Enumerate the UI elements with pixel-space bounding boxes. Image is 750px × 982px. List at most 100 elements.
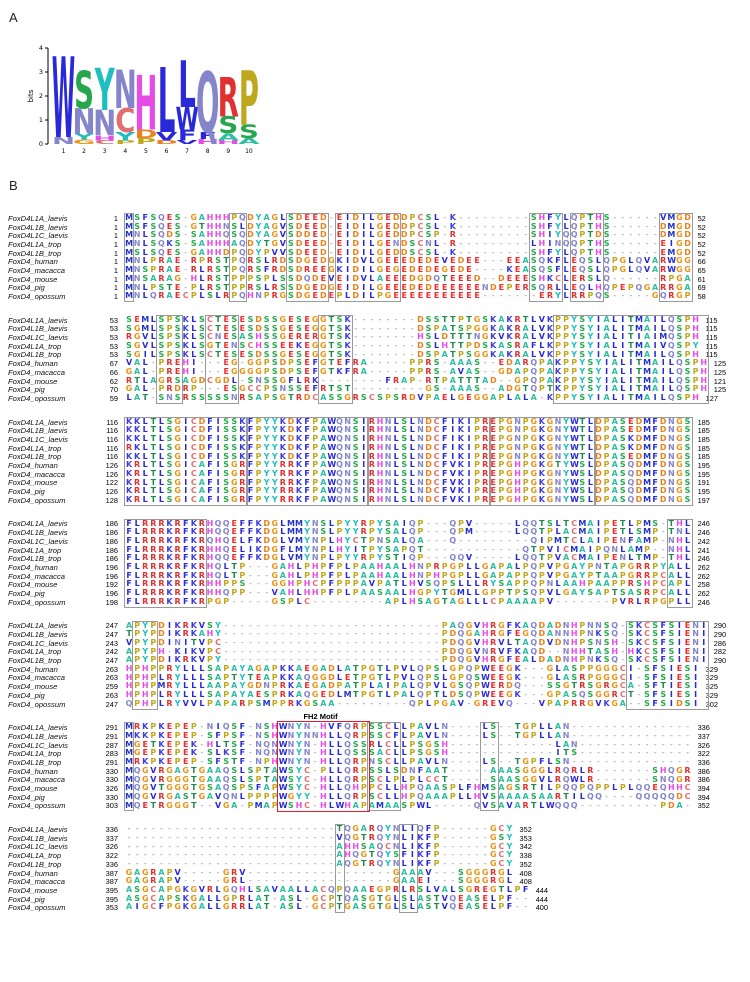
residue: M <box>634 340 643 350</box>
residue: L <box>158 425 164 435</box>
residue: - <box>508 239 511 249</box>
residue: P <box>223 681 230 691</box>
residue: H <box>125 690 133 699</box>
residue: L <box>612 340 618 350</box>
residue: A <box>506 774 513 784</box>
residue: - <box>621 629 625 639</box>
residue: P <box>522 562 529 572</box>
sequence-name: FoxD4L1B_trop <box>8 757 62 767</box>
residue: F <box>239 731 246 741</box>
residue: R <box>482 486 489 496</box>
residue: P <box>546 698 553 708</box>
residue: G <box>174 494 181 504</box>
residue: Q <box>578 282 586 292</box>
residue: N <box>255 757 262 767</box>
residue: L <box>150 340 156 350</box>
residue: L <box>191 314 197 324</box>
residue: P <box>255 765 262 775</box>
residue: L <box>239 876 245 886</box>
residue: - <box>362 876 366 886</box>
residue: - <box>475 765 479 775</box>
residue: L <box>393 425 399 435</box>
residue: - <box>354 867 358 877</box>
residue: H <box>319 739 327 749</box>
residue: - <box>168 824 171 834</box>
residue: Y <box>377 553 383 563</box>
residue: T <box>150 800 157 810</box>
residue: H <box>376 570 384 580</box>
residue: P <box>692 358 699 368</box>
residue: P <box>336 588 343 598</box>
residue: S <box>684 494 691 504</box>
residue: N <box>287 757 295 767</box>
residue: A <box>546 367 554 376</box>
residue: S <box>368 748 375 758</box>
residue: P <box>563 323 570 333</box>
residue: S <box>401 800 408 810</box>
residue: G <box>230 477 238 487</box>
residue: A <box>684 282 691 292</box>
residue: I <box>702 620 706 630</box>
residue: L <box>328 800 334 810</box>
alignment-row: FoxD4_pig 126 K R L T L S G I C A F I S G R F P Y Y R R K F P A W Q N… <box>8 486 748 497</box>
sequence-name: FoxD4_macacca <box>8 571 65 581</box>
residue: - <box>257 824 260 834</box>
residue: Y <box>344 553 351 563</box>
residue: I <box>669 681 673 691</box>
residue: - <box>443 247 447 257</box>
residue: E <box>174 282 181 292</box>
residue: R <box>166 690 173 699</box>
residue: S <box>490 791 497 801</box>
residue: - <box>370 637 374 647</box>
sequence-name: FoxD4_mouse <box>8 784 58 794</box>
residue: - <box>483 765 487 775</box>
alignment-row: FoxD4L1A_laevis 247 A P Y P D I K R K V S Y - - - - - - - - - -… <box>8 620 748 631</box>
residue: E <box>498 690 505 699</box>
residue: Q <box>408 536 416 545</box>
residue: W <box>570 416 579 426</box>
residue: G <box>473 323 481 333</box>
residue: F <box>247 425 254 435</box>
residue: L <box>158 416 164 426</box>
residue: A <box>206 774 214 784</box>
residue: G <box>320 332 327 342</box>
residue: P <box>619 579 626 589</box>
residue: G <box>514 384 521 394</box>
residue: P <box>247 698 254 708</box>
residue: L <box>336 663 343 673</box>
residue: D <box>595 468 602 478</box>
residue: T <box>150 460 157 470</box>
residue: - <box>491 748 495 758</box>
residue: - <box>451 739 455 749</box>
residue: N <box>271 739 279 749</box>
residue: P <box>579 247 586 257</box>
residue: - <box>605 739 609 749</box>
residue: D <box>506 384 513 394</box>
residue: L <box>409 460 415 470</box>
residue: D <box>449 629 457 639</box>
residue: G <box>433 596 440 606</box>
residue: M <box>125 722 134 732</box>
residue: E <box>255 672 262 682</box>
residue: P <box>287 358 294 368</box>
residue: - <box>637 774 641 784</box>
residue: R <box>352 765 359 775</box>
residue: T <box>441 273 448 283</box>
residue: G <box>506 451 513 461</box>
residue: - <box>629 774 633 784</box>
residue: - <box>418 637 422 647</box>
residue: F <box>207 425 213 435</box>
residue: Q <box>635 282 643 292</box>
residue: T <box>215 314 221 324</box>
residue: H <box>376 460 384 470</box>
residue: Q <box>158 213 165 222</box>
residue: L <box>514 518 521 528</box>
residue: P <box>255 434 262 444</box>
residue: K <box>182 349 189 359</box>
residue: S <box>482 314 489 324</box>
residue: - <box>232 596 236 606</box>
residue: I <box>629 672 633 682</box>
residue: - <box>184 221 188 231</box>
residue: P <box>166 867 173 877</box>
residue: - <box>240 841 244 851</box>
